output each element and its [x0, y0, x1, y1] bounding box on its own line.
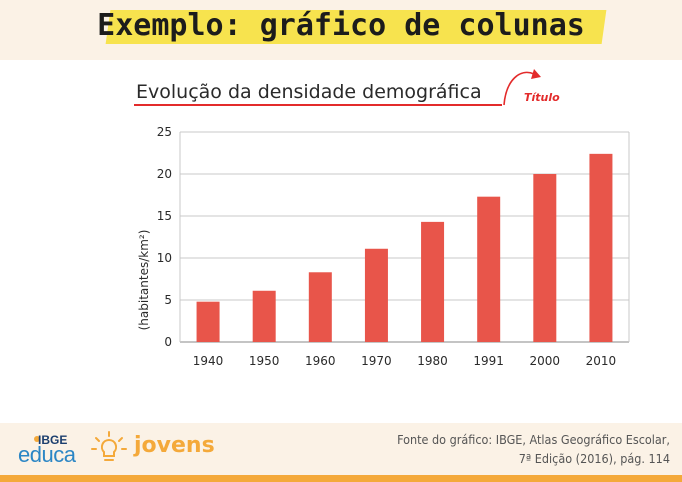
chart-title: Evolução da densidade demográfica	[136, 81, 482, 103]
bar-1950	[252, 290, 276, 342]
source-line1: IBGE, Atlas Geográfico Escolar,	[495, 432, 670, 447]
title-arrow-head	[531, 69, 541, 79]
bar-1940	[196, 301, 220, 342]
bar-2010	[589, 153, 613, 342]
y-tick-label: 15	[157, 209, 172, 223]
y-tick-labels: 0 5 10 15 20 25	[157, 125, 172, 349]
ibge-dot-icon	[34, 436, 40, 442]
y-tick-label: 25	[157, 125, 172, 139]
y-tick-label: 0	[164, 335, 172, 349]
lightbulb-icon	[91, 431, 127, 461]
x-tick-label: 1980	[417, 354, 448, 368]
bar-1980	[421, 221, 445, 342]
bar-1970	[364, 248, 388, 342]
footer	[0, 423, 682, 475]
grid	[179, 131, 630, 343]
x-tick-label: 2010	[586, 354, 617, 368]
x-tick-label: 1970	[361, 354, 392, 368]
x-tick-label: 2000	[530, 354, 561, 368]
y-axis-label: (habitantes/km²)	[137, 230, 151, 331]
bar-2000	[533, 174, 557, 342]
logo-educa: educa	[18, 442, 76, 467]
logo-ibge: IBGE	[38, 433, 68, 447]
x-tick-label: 1960	[305, 354, 336, 368]
title-arrow	[503, 71, 535, 106]
x-tick-label: 1940	[193, 354, 224, 368]
bar-1960	[308, 272, 332, 342]
x-tick-label: 1950	[249, 354, 280, 368]
y-tick-label: 5	[164, 293, 172, 307]
page-title: Exemplo: gráfico de colunas	[97, 8, 585, 43]
source-label: Fonte do gráfico:	[397, 432, 493, 447]
bar-chart: Evolução da densidade demográfica Título…	[134, 69, 630, 368]
annotation-label: Título	[524, 91, 560, 104]
y-tick-label: 10	[157, 251, 172, 265]
x-tick-labels: 1940 1950 1960 1970 1980 1991 2000 2010	[193, 354, 616, 368]
logo-jovens: jovens	[134, 433, 215, 458]
footer-stripe	[0, 475, 682, 482]
source-line2: 7ª Edição (2016), pág. 114	[518, 451, 670, 466]
y-tick-label: 20	[157, 167, 172, 181]
bar-1991	[477, 196, 501, 342]
bars	[196, 153, 613, 342]
source-note: Fonte do gráfico: IBGE, Atlas Geográfico…	[370, 430, 670, 468]
x-tick-label: 1991	[473, 354, 504, 368]
